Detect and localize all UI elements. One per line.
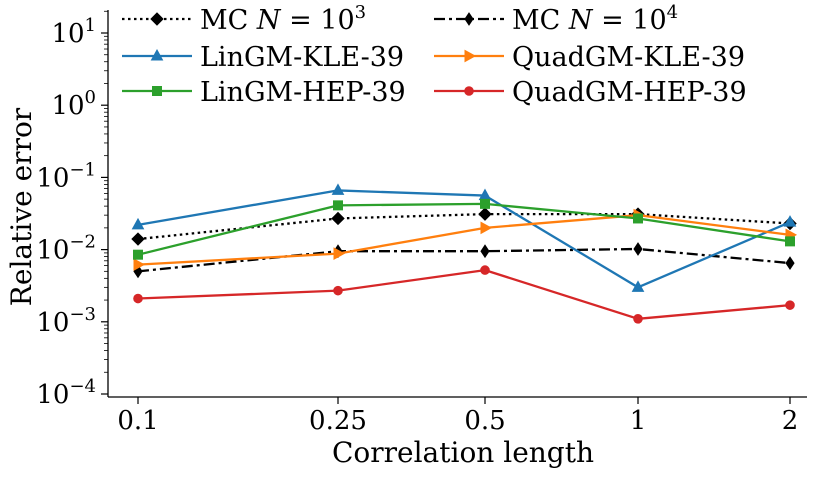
series-lingm-hep-39 (133, 198, 795, 260)
data-point (478, 207, 492, 221)
y-tick-base: 10 (36, 380, 69, 410)
data-point (133, 258, 146, 271)
data-point (133, 249, 143, 260)
x-tick-label: 0.25 (309, 406, 367, 436)
data-point (785, 256, 795, 271)
series-layer (131, 183, 798, 324)
data-point (480, 198, 490, 209)
legend-label-text: QuadGM-KLE-39 (512, 42, 745, 73)
y-tick-exponent: −1 (69, 159, 96, 180)
y-tick-label: 10−2 (36, 232, 96, 266)
legend-label-text: LinGM-HEP-39 (200, 77, 406, 108)
y-tick-label: 100 (51, 87, 96, 121)
legend-entry: LinGM-HEP-39 (122, 77, 406, 108)
data-point (785, 236, 795, 247)
legend-entry: QuadGM-KLE-39 (434, 42, 745, 73)
series-quadgm-hep-39 (133, 265, 795, 324)
data-point (480, 221, 493, 235)
legend-marker (150, 12, 164, 26)
legend-marker (150, 48, 164, 61)
data-point (785, 300, 795, 310)
legend-label-text: QuadGM-HEP-39 (512, 77, 747, 108)
legend-label: QuadGM-HEP-39 (512, 77, 747, 108)
y-tick-label: 10−3 (36, 304, 96, 338)
data-point (331, 183, 345, 195)
y-tick-base: 10 (36, 236, 69, 266)
legend-label-eq: = 10 (593, 5, 667, 36)
data-point (331, 211, 345, 226)
y-axis-label: Relative error (5, 107, 38, 306)
legend-label: MC N = 103 (200, 2, 366, 36)
data-point (133, 293, 143, 304)
legend-entry: QuadGM-HEP-39 (434, 77, 747, 108)
series-line (137, 214, 791, 266)
legend-marker (464, 12, 474, 26)
data-point (633, 213, 643, 224)
y-tick-label: 10−1 (36, 159, 96, 193)
y-tick-exponent: −2 (69, 232, 96, 253)
legend-label: MC N = 104 (512, 2, 678, 36)
data-point (633, 314, 643, 324)
legend-entry: LinGM-KLE-39 (122, 42, 404, 73)
y-tick-exponent: −3 (69, 304, 96, 325)
legend-label-text: LinGM-KLE-39 (200, 42, 404, 73)
legend-label-var: N (568, 5, 594, 36)
data-point (480, 265, 490, 275)
legend-label-text: MC (512, 5, 569, 36)
data-point (131, 232, 145, 246)
y-tick-label: 101 (51, 15, 96, 49)
y-tick-base: 10 (36, 163, 69, 193)
legend-entry: MC N = 104 (434, 2, 678, 36)
y-tick-exponent: 1 (85, 15, 96, 36)
series-lingm-kle-39 (131, 183, 797, 292)
x-axis-label: Correlation length (332, 436, 594, 469)
x-tick-label: 0.5 (464, 406, 505, 436)
x-tick-label: 2 (782, 406, 799, 436)
data-point (333, 200, 343, 211)
y-tick-base: 10 (51, 91, 84, 121)
legend-label: LinGM-KLE-39 (200, 42, 404, 73)
x-tick-label: 1 (630, 406, 647, 436)
data-point (480, 244, 490, 259)
legend-label: QuadGM-KLE-39 (512, 42, 745, 73)
y-tick-label: 10−4 (36, 376, 96, 410)
legend-label-var: N (256, 5, 282, 36)
y-tick-exponent: 0 (85, 87, 96, 108)
y-tick-exponent: −4 (69, 376, 96, 397)
data-point (783, 215, 797, 227)
legend-label-exp: 3 (355, 2, 366, 23)
data-point (633, 242, 643, 256)
legend-marker (464, 86, 474, 96)
y-tick-base: 10 (51, 19, 84, 49)
legend-entry: MC N = 103 (122, 2, 366, 36)
y-tick-base: 10 (36, 308, 69, 338)
data-point (131, 217, 145, 230)
legend-label-exp: 4 (667, 2, 678, 23)
data-point (631, 280, 645, 292)
legend-label-eq: = 10 (281, 5, 355, 36)
legend-label-text: MC (200, 5, 257, 36)
data-point (333, 285, 343, 296)
legend-label: LinGM-HEP-39 (200, 77, 406, 108)
x-tick-label: 0.1 (117, 406, 158, 436)
series-line (137, 268, 791, 320)
legend-marker (464, 49, 477, 63)
data-point (333, 247, 346, 260)
legend-marker (152, 86, 162, 96)
